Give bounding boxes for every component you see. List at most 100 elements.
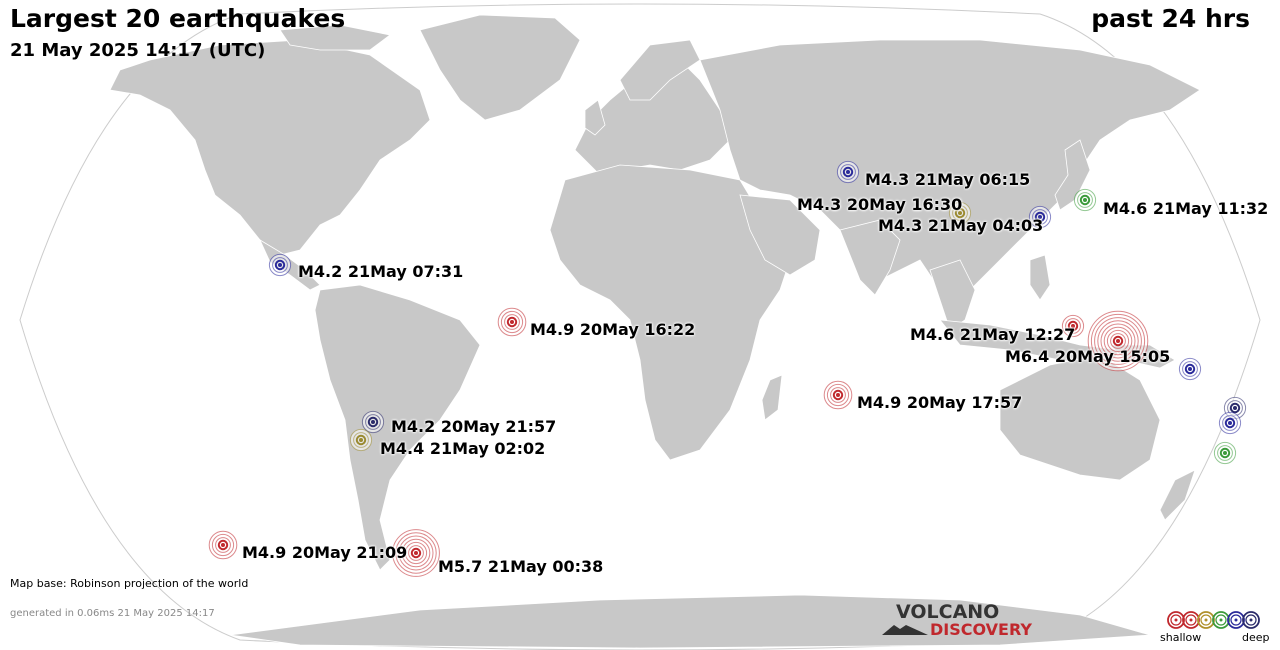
legend-ring xyxy=(1230,614,1242,626)
epicenter-dot xyxy=(1223,451,1227,455)
earthquake-marker[interactable] xyxy=(948,201,972,225)
marker-ring xyxy=(1217,445,1233,461)
marker-ring xyxy=(1222,415,1238,431)
marker-ring xyxy=(500,310,524,334)
earthquake-marker[interactable] xyxy=(361,410,385,434)
epicenter-dot xyxy=(1071,324,1075,328)
marker-ring xyxy=(842,166,854,178)
marker-ring xyxy=(832,389,844,401)
legend-deep-label: deep xyxy=(1242,631,1270,644)
marker-ring xyxy=(1112,335,1124,347)
epicenter-dot xyxy=(371,420,375,424)
earthquake-label[interactable]: M5.7 21May 00:38 xyxy=(438,557,604,576)
earthquake-label[interactable]: M4.3 21May 04:03 xyxy=(878,216,1044,235)
legend-dot xyxy=(1219,618,1223,622)
legend-ring xyxy=(1200,614,1212,626)
marker-ring xyxy=(1065,318,1081,334)
southeast-asia xyxy=(929,259,976,331)
marker-ring xyxy=(272,257,288,273)
marker-ring xyxy=(1106,329,1130,353)
legend-ring xyxy=(1242,611,1260,629)
epicenter-dot xyxy=(958,211,962,215)
marker-ring xyxy=(504,314,520,330)
earthquake-marker[interactable] xyxy=(823,380,853,410)
volcano-icon xyxy=(882,625,928,635)
marker-ring xyxy=(1032,209,1048,225)
marker-ring xyxy=(1077,192,1093,208)
marker-ring xyxy=(506,316,518,328)
epicenter-dot xyxy=(510,320,514,324)
legend-ring xyxy=(1245,614,1257,626)
earthquake-marker[interactable] xyxy=(1061,314,1085,338)
epicenter-dot xyxy=(359,438,363,442)
earthquake-label[interactable]: M4.2 21May 07:31 xyxy=(298,262,464,281)
marker-ring xyxy=(408,545,424,561)
earthquake-label[interactable]: M4.3 21May 06:15 xyxy=(865,170,1031,189)
new-zealand xyxy=(1159,469,1196,521)
epicenter-dot xyxy=(1038,215,1042,219)
earthquake-label[interactable]: M6.4 20May 15:05 xyxy=(1005,347,1171,366)
depth-legend-rings xyxy=(1167,611,1260,629)
logo-text-volcano: VOLCANO xyxy=(896,601,1000,623)
earthquake-marker[interactable] xyxy=(208,530,238,560)
earthquake-marker[interactable] xyxy=(268,253,292,277)
scandinavia xyxy=(619,39,701,101)
marker-ring xyxy=(1103,326,1133,356)
south-america xyxy=(314,284,481,571)
earthquake-label[interactable]: M4.9 20May 16:22 xyxy=(530,320,696,339)
earthquake-marker[interactable] xyxy=(1218,411,1242,435)
marker-ring xyxy=(395,532,437,574)
earthquake-marker[interactable] xyxy=(1028,205,1052,229)
earthquake-label[interactable]: M4.4 21May 02:02 xyxy=(380,439,546,458)
volcanodiscovery-logo[interactable]: VOLCANO DISCOVERY xyxy=(880,601,1032,643)
marker-ring xyxy=(367,416,379,428)
epicenter-dot xyxy=(846,170,850,174)
marker-ring xyxy=(215,537,231,553)
earthquake-marker[interactable] xyxy=(836,160,860,184)
earthquake-marker[interactable] xyxy=(349,428,373,452)
legend-dot xyxy=(1174,618,1178,622)
marker-ring xyxy=(217,539,229,551)
epicenter-dot xyxy=(1233,406,1237,410)
earthquake-label[interactable]: M4.2 20May 21:57 xyxy=(391,417,557,436)
british-isles xyxy=(584,99,606,136)
earthquake-label[interactable]: M4.6 21May 12:27 xyxy=(910,325,1076,344)
earthquake-label[interactable]: M4.9 20May 21:09 xyxy=(242,543,408,562)
timestamp: 21 May 2025 14:17 (UTC) xyxy=(10,40,266,61)
map-base-note: Map base: Robinson projection of the wor… xyxy=(10,577,249,590)
earthquake-marker[interactable] xyxy=(392,529,440,577)
earthquake-marker[interactable] xyxy=(1178,357,1202,381)
depth-legend: shallow deep xyxy=(1160,606,1270,648)
earthquake-label[interactable]: M4.3 20May 16:30 xyxy=(797,195,963,214)
earthquake-label[interactable]: M4.6 21May 11:32 xyxy=(1103,199,1269,218)
philippines xyxy=(1029,254,1051,301)
madagascar xyxy=(761,374,783,421)
marker-ring xyxy=(1090,313,1146,369)
earthquake-marker[interactable] xyxy=(1087,310,1149,372)
legend-dot xyxy=(1189,618,1193,622)
epicenter-dot xyxy=(278,263,282,267)
arabia xyxy=(739,194,821,276)
legend-dot xyxy=(1249,618,1253,622)
earthquake-label[interactable]: M4.9 20May 17:57 xyxy=(857,393,1023,412)
marker-ring xyxy=(1067,320,1079,332)
earthquake-marker[interactable] xyxy=(1073,188,1097,212)
legend-ring xyxy=(1185,614,1197,626)
japan xyxy=(1054,139,1091,211)
land-masses xyxy=(109,14,1201,649)
legend-ring xyxy=(1170,614,1182,626)
epicenter-dot xyxy=(1188,367,1192,371)
legend-dot xyxy=(1234,618,1238,622)
epicenter-dot xyxy=(414,551,418,555)
epicenter-dot xyxy=(1116,339,1120,343)
legend-ring xyxy=(1167,611,1185,629)
legend-shallow-label: shallow xyxy=(1160,631,1202,644)
marker-ring xyxy=(1034,211,1046,223)
earthquake-marker[interactable] xyxy=(497,307,527,337)
marker-ring xyxy=(952,205,968,221)
marker-ring xyxy=(398,535,434,571)
marker-ring xyxy=(1094,317,1142,365)
earthquake-marker[interactable] xyxy=(1213,441,1237,465)
generated-note: generated in 0.06ms 21 May 2025 14:17 xyxy=(10,608,215,619)
